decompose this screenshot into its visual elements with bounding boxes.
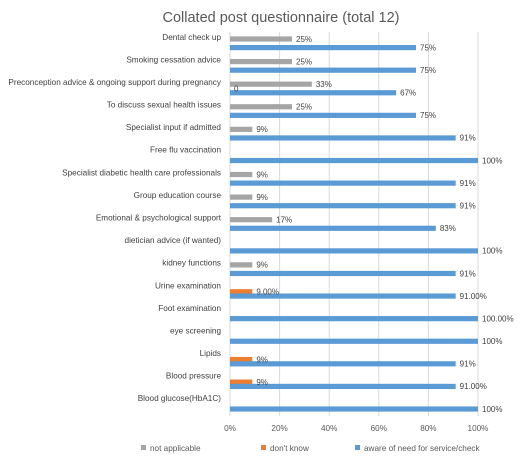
legend-swatch — [355, 445, 360, 450]
category-label: eye screening — [170, 326, 221, 335]
data-label: 100% — [482, 247, 502, 256]
bar — [230, 171, 253, 178]
bar — [230, 44, 416, 51]
x-tick-label: 0% — [224, 424, 236, 433]
category-label: dietician advice (if wanted) — [125, 236, 222, 245]
bars — [230, 36, 478, 412]
bar — [230, 126, 253, 132]
category-labels: Dental check up Smoking cessation advice P… — [8, 33, 221, 403]
data-label: 91% — [460, 134, 476, 143]
data-label: 75% — [420, 43, 436, 52]
data-label: 17% — [276, 216, 292, 225]
data-label: 9% — [256, 261, 268, 270]
data-label: 100% — [482, 405, 502, 414]
data-label: 91% — [460, 202, 476, 211]
data-label: 25% — [296, 35, 312, 44]
category-label: Smoking cessation advice — [126, 55, 221, 64]
data-label: 91.00% — [460, 382, 487, 391]
data-label: 91.00% — [460, 292, 487, 301]
category-label: Urine examination — [155, 281, 221, 290]
bar — [230, 248, 478, 254]
bar — [230, 316, 478, 322]
chart-title: Collated post questionnaire (total 12) — [163, 10, 400, 26]
bar — [230, 67, 416, 73]
bar — [230, 194, 253, 200]
x-tick-label: 80% — [420, 424, 436, 433]
bar — [230, 58, 292, 65]
bar — [230, 338, 478, 344]
data-label: 25% — [296, 103, 312, 112]
category-label: To discuss sexual health issues — [107, 101, 221, 110]
data-label: 83% — [440, 224, 456, 233]
bar — [230, 217, 273, 223]
category-label: Emotional & psychological support — [96, 214, 222, 223]
bar — [230, 356, 253, 363]
data-label: 91% — [460, 269, 476, 278]
data-label: 100.00% — [482, 314, 514, 323]
x-tick-label: 100% — [468, 424, 489, 433]
x-tick-label: 40% — [321, 424, 337, 433]
data-label: 75% — [420, 111, 436, 120]
legend-entry: aware of need for service/check — [364, 444, 480, 453]
category-label: Specialist input if admitted — [126, 123, 222, 132]
data-label: 100% — [482, 337, 502, 346]
data-label: 9% — [256, 170, 268, 179]
data-label: 0 — [234, 84, 239, 93]
bar — [230, 289, 253, 295]
data-label: 9% — [256, 355, 268, 364]
bar — [230, 104, 292, 110]
x-tick-label: 20% — [271, 424, 287, 433]
category-label: Blood glucose(HbA1C) — [138, 394, 222, 403]
data-label: 9% — [256, 125, 268, 134]
bar — [230, 135, 456, 141]
data-label: 100% — [482, 156, 502, 165]
data-labels: 25% 25% 33% 25% 9% 9% 9% 17% 9% 0 9.00% 9% 9% 75% 75% 6… — [234, 35, 514, 414]
legend: not applicable don't know aware of need fo… — [141, 444, 480, 453]
bar — [230, 203, 456, 209]
bar — [230, 81, 312, 87]
data-label: 25% — [296, 57, 312, 66]
bar — [230, 383, 456, 390]
legend-entry: not applicable — [150, 444, 201, 453]
data-label: 75% — [420, 66, 436, 75]
bar — [230, 225, 436, 231]
category-label: Blood pressure — [166, 372, 222, 381]
bar — [230, 270, 456, 277]
category-label: Foot examination — [158, 304, 221, 313]
category-label: Preconception advice & ongoing support d… — [8, 78, 221, 87]
bar — [230, 293, 456, 299]
bar — [230, 157, 478, 164]
legend-swatch — [261, 445, 266, 450]
legend-entry: don't know — [270, 444, 309, 453]
data-label: 67% — [400, 89, 416, 98]
bar — [230, 36, 292, 42]
bar — [230, 379, 253, 385]
bar — [230, 180, 456, 186]
bar — [230, 90, 397, 96]
data-label: 91% — [460, 179, 476, 188]
category-label: Lipids — [200, 349, 221, 358]
data-label: 9% — [256, 378, 268, 387]
category-label: Free flu vaccination — [150, 146, 221, 155]
x-axis-ticks: 0% 20% 40% 60% 80% 100% — [224, 424, 488, 433]
bar — [230, 406, 478, 412]
data-label: 33% — [316, 80, 332, 89]
data-label: 91% — [460, 360, 476, 369]
x-tick-label: 60% — [371, 424, 387, 433]
category-label: kidney functions — [162, 259, 221, 268]
data-label: 9% — [256, 193, 268, 202]
bar — [230, 361, 456, 367]
gridlines — [229, 32, 479, 416]
category-label: Specialist diabetic health care professi… — [62, 168, 221, 177]
bar — [230, 112, 416, 118]
data-label: 9.00% — [256, 288, 279, 297]
category-label: Group education course — [134, 191, 222, 200]
category-label: Dental check up — [162, 33, 221, 42]
legend-swatch — [141, 445, 146, 450]
bar — [230, 262, 253, 268]
